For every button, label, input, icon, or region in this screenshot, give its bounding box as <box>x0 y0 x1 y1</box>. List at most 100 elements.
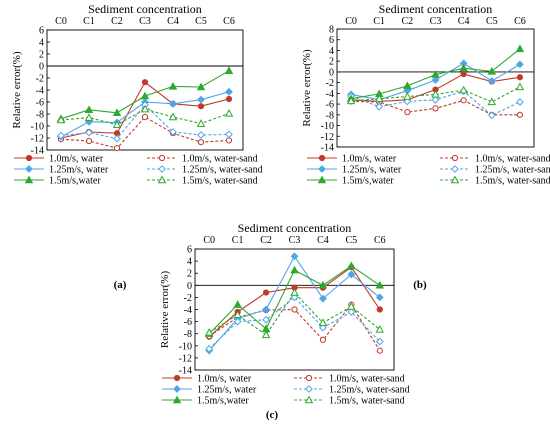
legend-label: 1.5m/s, water-sand <box>182 176 258 187</box>
data-point <box>459 63 468 72</box>
data-point <box>140 104 150 113</box>
plot-frame <box>46 29 244 151</box>
data-point <box>516 98 524 106</box>
y-tick-label: -14 <box>321 143 334 154</box>
data-point <box>84 113 94 121</box>
data-point <box>375 325 385 333</box>
data-point <box>404 109 411 116</box>
x-tick-label: C5 <box>195 16 207 27</box>
legend-swatch-marker <box>157 175 167 184</box>
data-point <box>261 330 271 339</box>
legend-swatch-marker <box>305 385 313 393</box>
data-point <box>204 328 214 336</box>
y-tick-label: -2 <box>326 78 334 89</box>
chart-title: Sediment concentration <box>379 2 493 16</box>
data-point <box>318 318 328 327</box>
x-tick-label: C2 <box>111 16 123 27</box>
legend-label: 1.0m/s, water <box>49 154 104 165</box>
data-point <box>487 97 497 106</box>
data-point <box>432 105 439 112</box>
data-point <box>85 128 93 137</box>
data-point <box>431 76 440 84</box>
legend-swatch-marker <box>173 374 181 382</box>
legend-swatch-marker <box>451 154 459 162</box>
x-tick-label: C0 <box>55 16 67 27</box>
legend-swatch-marker <box>318 154 326 162</box>
data-point <box>374 94 384 102</box>
y-tick-label: 4 <box>39 38 44 49</box>
x-tick-label: C5 <box>346 235 358 246</box>
x-tick-label: C1 <box>373 16 385 27</box>
data-point <box>291 306 298 313</box>
y-tick-label: -8 <box>184 329 192 340</box>
data-point <box>516 74 524 81</box>
x-tick-label: C3 <box>139 16 151 27</box>
data-point <box>347 270 356 279</box>
data-point <box>141 79 149 86</box>
data-point <box>197 139 205 146</box>
legend-label: 1.5m/s, water-sand <box>475 176 550 187</box>
data-point <box>487 77 496 85</box>
y-tick-label: 4 <box>187 257 192 268</box>
x-tick-label: C3 <box>289 235 301 246</box>
data-point <box>403 97 412 106</box>
data-point <box>347 308 356 316</box>
data-point <box>262 305 270 314</box>
data-point <box>197 95 205 104</box>
legend-label: 1.0m/s, water-sand <box>329 374 405 385</box>
legend-label: 1.0m/s, water-sand <box>475 154 550 165</box>
y-tick-label: 4 <box>329 46 334 57</box>
data-point <box>347 261 356 270</box>
x-tick-label: C1 <box>83 16 95 27</box>
data-point <box>319 336 327 343</box>
x-tick-label: C0 <box>345 16 357 27</box>
y-tick-label: -2 <box>184 293 192 304</box>
data-point <box>141 113 149 121</box>
x-tick-label: C5 <box>486 16 498 27</box>
data-point <box>375 102 384 111</box>
data-point <box>84 105 94 114</box>
legend-label: 1.25m/s, water-sand <box>329 385 410 396</box>
legend-swatch-marker <box>24 175 34 184</box>
legend-label: 1.25m/s, water <box>49 165 109 176</box>
data-point <box>290 252 299 261</box>
data-point <box>318 280 328 289</box>
data-point <box>431 95 440 104</box>
legend-swatch-marker <box>173 385 181 393</box>
data-point <box>460 70 467 78</box>
x-tick-label: C0 <box>203 235 215 246</box>
y-tick-label: -6 <box>326 100 334 111</box>
y-tick-label: 8 <box>329 25 334 36</box>
legend-swatch-marker <box>158 165 166 173</box>
data-point <box>225 137 233 144</box>
panel-caption: (b) <box>413 279 427 291</box>
x-tick-label: C2 <box>402 16 414 27</box>
data-point <box>375 337 384 346</box>
legend-swatch-marker <box>451 165 459 173</box>
y-tick-label: -6 <box>36 98 44 109</box>
data-point <box>375 280 385 289</box>
y-axis-label: Relative error(%) <box>301 49 313 127</box>
data-point <box>460 97 467 104</box>
data-point <box>205 344 214 353</box>
x-tick-label: C6 <box>374 235 386 246</box>
legend-label: 1.25m/s, water <box>342 165 402 176</box>
data-point <box>290 265 299 274</box>
chart-title: Sediment concentration <box>238 221 352 235</box>
x-tick-label: C2 <box>260 235 272 246</box>
x-tick-label: C4 <box>317 235 329 246</box>
data-point <box>403 92 412 100</box>
panel-caption: (c) <box>266 409 279 421</box>
data-point <box>56 115 66 124</box>
data-point <box>431 90 440 98</box>
y-tick-label: 0 <box>39 62 44 73</box>
y-tick-label: -10 <box>321 121 334 132</box>
data-point <box>196 119 206 127</box>
data-point <box>169 99 177 108</box>
y-axis-label: Relative error(%) <box>159 271 171 349</box>
data-point <box>375 293 384 302</box>
data-point <box>168 81 178 90</box>
data-point <box>515 82 525 91</box>
y-tick-label: -14 <box>31 146 44 157</box>
